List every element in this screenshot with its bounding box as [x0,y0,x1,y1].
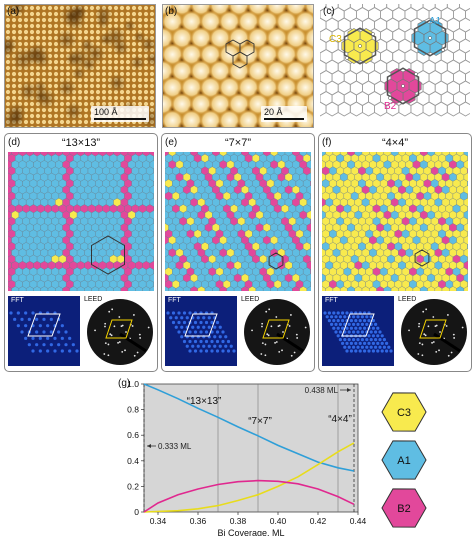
x-tick-label-5: 0.44 [350,516,367,526]
fft-f: FFT [322,296,394,366]
x-tick-label-4: 0.42 [310,516,327,526]
y-tick-label-1: 0.2 [127,481,139,491]
limit-label-0: 0.333 ML [158,442,192,451]
coverage-chart: “13×13” “7×7” “4×4” 0.333 ML 0.438 ML 0.34 0.3… [112,376,374,538]
limit-arrowhead-1 [347,388,351,392]
leed-label-f: LEED [398,296,417,303]
stm-image-b: 20 Å [162,4,314,128]
legend-hex-a1 [381,440,427,480]
lattice-model-c: C3 A1 B2 [301,0,474,128]
site-label-b2: B2 [384,101,397,112]
series-line-c3 [143,442,355,513]
y-tick-label-3: 0.6 [127,430,139,440]
series-line-b2 [143,479,355,513]
sim-title-d: “13×13” [61,137,101,149]
panel-label-c: (c) [323,6,335,17]
site-label-a1: A1 [429,16,442,27]
lattice-model-svg [301,0,474,117]
scalebar-a-label: 100 Å [94,107,118,117]
legend-svg: C3 A1 B2 [381,392,427,528]
panel-label-f: (f) [322,137,332,148]
panel-label-a: (a) [7,6,20,17]
leed-d: LEED [82,296,154,366]
legend-label-a1: A1 [397,455,410,467]
sim-map-d [8,152,154,291]
y-tick-label-5: 1.0 [127,379,139,389]
y-tick-label-2: 0.4 [127,456,139,466]
x-axis-label: Bi Coverage, ML [217,528,284,536]
x-tick-label-0: 0.34 [150,516,167,526]
sim-map-f [322,152,468,291]
panel-label-b: (b) [165,6,178,17]
leed-label-e: LEED [241,296,260,303]
legend: C3 A1 B2 [372,390,470,530]
x-tick-label-3: 0.40 [270,516,287,526]
coverage-chart-svg: “13×13” “7×7” “4×4” 0.333 ML 0.438 ML 0.34 0.3… [127,379,367,538]
site-label-c3: C3 [329,34,342,45]
fft-label-e: FFT [168,297,181,304]
limit-arrowhead-0 [147,444,151,448]
marker-label-2: “4×4” [328,414,352,425]
fft-e: FFT [165,296,237,366]
marker-label-0: “13×13” [187,396,222,407]
sim-title-f: “4×4” [382,137,408,149]
scalebar-b: 20 Å [261,106,307,122]
stm-a-texture [5,5,155,127]
panel-label-e: (e) [165,137,178,148]
legend-hex-b2 [381,488,427,528]
stm-b-texture [163,5,313,127]
panel-label-d: (d) [8,137,21,148]
scalebar-a-line [94,118,146,120]
leed-label-d: LEED [84,296,103,303]
limit-label-1: 0.438 ML [305,386,339,395]
scalebar-b-line [264,118,304,120]
x-tick-label-1: 0.36 [190,516,207,526]
legend-hex-c3 [381,392,427,432]
fft-label-d: FFT [11,297,24,304]
scalebar-b-label: 20 Å [264,107,283,117]
sim-title-e: “7×7” [225,137,251,149]
stm-image-a: 100 Å [4,4,156,128]
sim-map-e [165,152,311,291]
x-tick-label-2: 0.38 [230,516,247,526]
scalebar-a: 100 Å [91,106,149,122]
fft-label-f: FFT [325,297,338,304]
panel-label-g: (g) [118,378,131,389]
hex-overlay-b [225,39,255,69]
leed-f: LEED [396,296,468,366]
legend-label-b2: B2 [397,503,410,515]
fft-d: FFT [8,296,80,366]
leed-e: LEED [239,296,311,366]
y-tick-label-4: 0.8 [127,405,139,415]
marker-label-1: “7×7” [248,416,272,427]
legend-label-c3: C3 [397,407,411,419]
y-tick-label-0: 0 [134,507,139,517]
